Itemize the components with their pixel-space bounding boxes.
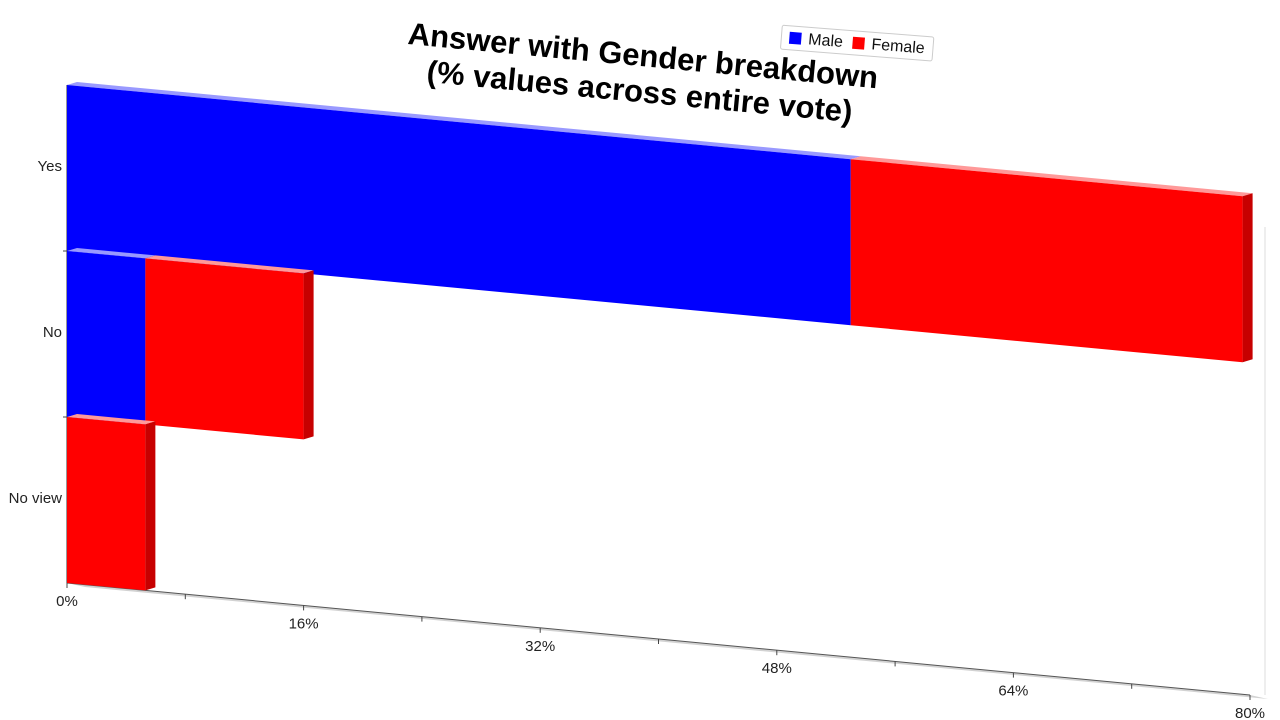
chart-floor — [67, 583, 1268, 699]
bar-top-male — [67, 248, 156, 259]
bar-female — [850, 159, 1243, 363]
x-tick-label: 16% — [289, 615, 319, 632]
category-label: Yes — [38, 158, 62, 175]
legend-swatch-male — [788, 31, 802, 45]
bar-side-female — [303, 270, 314, 440]
legend-label-female: Female — [871, 36, 926, 57]
chart-legend: Male Female — [780, 24, 935, 62]
legend-label-male: Male — [808, 31, 844, 51]
bar-female — [145, 258, 304, 440]
bar-male — [67, 251, 146, 425]
bar-male — [67, 85, 851, 326]
x-tick-label: 64% — [998, 683, 1028, 700]
bar-top-male — [67, 82, 861, 160]
bar-side-female — [1242, 193, 1253, 363]
bar-top-female — [67, 414, 156, 425]
x-tick-label: 48% — [762, 660, 792, 677]
chart-labels: 0% 16% 32% 48% 64% 80% Yes No No view — [9, 158, 1265, 720]
x-tick-label: 32% — [525, 638, 555, 655]
legend-swatch-female — [852, 36, 866, 50]
legend-box: Male Female — [780, 24, 935, 62]
category-label: No view — [9, 490, 63, 507]
chart-bars — [67, 82, 1253, 591]
bar-top-female — [145, 255, 314, 274]
x-tick-label: 80% — [1235, 705, 1265, 720]
bar-top-female — [850, 156, 1253, 197]
floor-ledge — [67, 583, 1268, 699]
x-tick-label: 0% — [56, 593, 78, 610]
category-label: No — [43, 324, 62, 341]
bar-female — [67, 417, 146, 591]
bar-side-female — [145, 421, 156, 591]
